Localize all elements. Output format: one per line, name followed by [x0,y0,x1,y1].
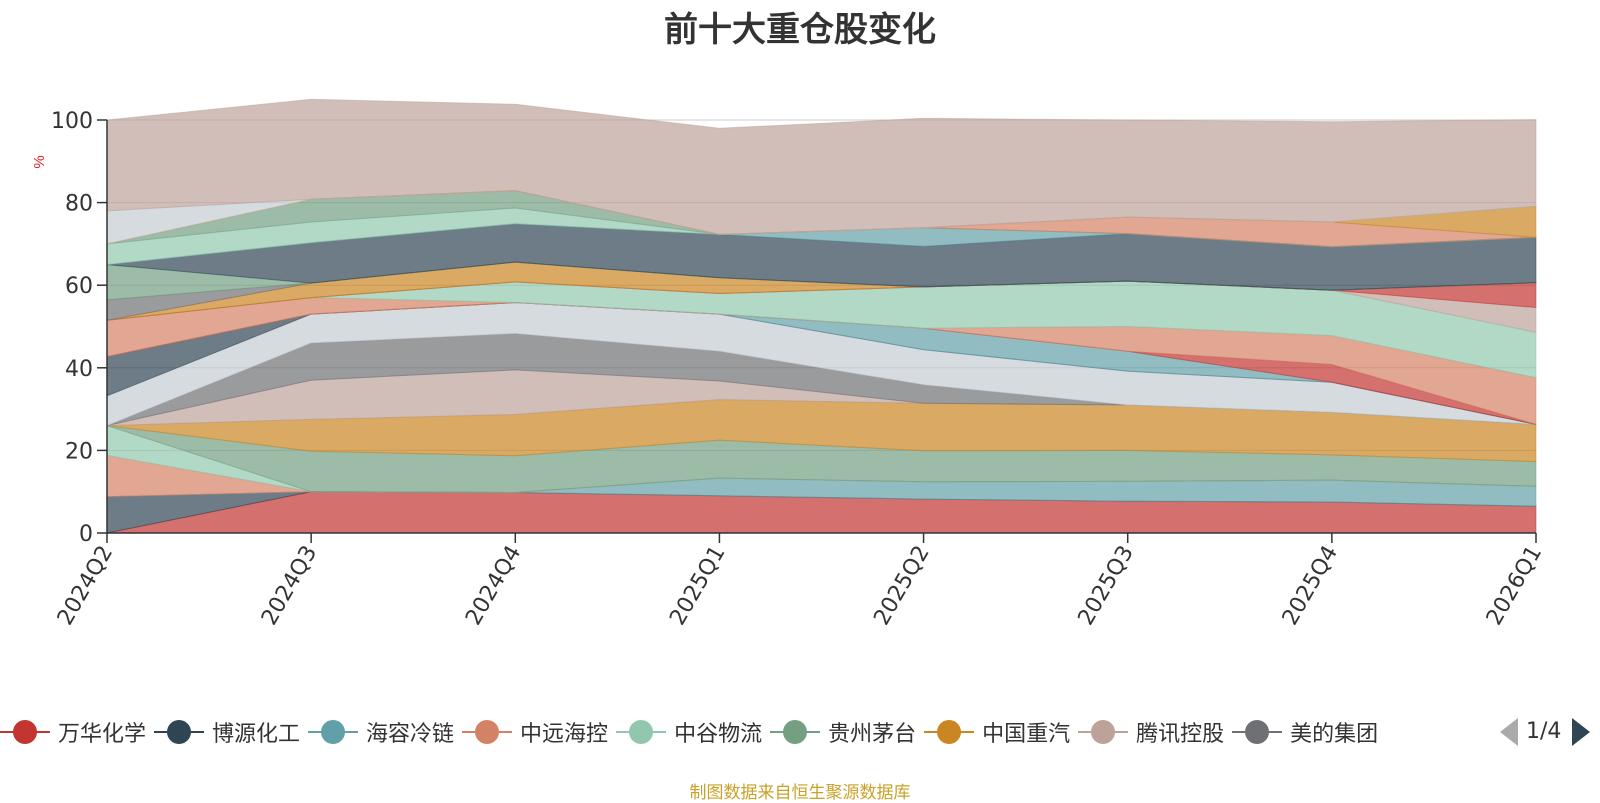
legend-items: 万华化学 博源化工 海容冷链 中远海控 中谷物流 贵州茅台 中国重汽 腾讯控股 美的集团 [0,712,1480,752]
area-series-group [106,98,1537,534]
legend-swatch-icon [1078,720,1129,744]
legend-item[interactable]: 海容冷链 [308,712,454,752]
legend-item[interactable]: 博源化工 [154,712,300,752]
legend-swatch-icon [924,720,975,744]
y-tick-label: 0 [79,522,93,547]
x-tick-label: 2024Q3 [257,542,322,630]
legend-swatch-icon [770,720,821,744]
legend-swatch-icon [308,720,359,744]
legend-label: 中远海控 [520,722,609,747]
legend-swatch-icon [1232,720,1283,744]
legend-item[interactable]: 美的集团 [1232,712,1378,752]
x-tick-label: 2025Q4 [1278,542,1343,630]
area-series-28 [106,98,1537,235]
legend-label: 博源化工 [212,722,301,747]
legend-item[interactable]: 中国重汽 [924,712,1070,752]
chart-title: 前十大重仓股变化 [664,11,936,49]
stacked-area-chart: 0 20 40 60 80 100 2024Q2 2024Q3 2024Q4 2025Q1 2025… [31,98,1547,630]
legend-swatch-icon [462,720,513,744]
legend-label: 海容冷链 [366,722,455,747]
x-tick-label: 2026Q1 [1482,542,1547,630]
legend-prev-page-icon[interactable] [1500,718,1518,746]
legend-swatch-icon [0,720,50,744]
x-tick-label: 2025Q2 [869,542,934,630]
legend-next-page-icon[interactable] [1572,718,1590,746]
y-axis-label: % [31,155,48,168]
legend-pager: 1/4 [1490,712,1600,752]
x-tick-label: 2025Q1 [665,542,730,630]
x-tick-label: 2025Q3 [1074,542,1139,630]
source-note: 制图数据来自恒生聚源数据库 [689,783,911,803]
legend-page-indicator: 1/4 [1526,719,1562,744]
legend: 万华化学 博源化工 海容冷链 中远海控 中谷物流 贵州茅台 中国重汽 腾讯控股 美的集团 1/4 [0,712,1600,752]
y-tick-label: 60 [65,274,93,299]
legend-swatch-icon [154,720,205,744]
legend-item[interactable]: 万华化学 [0,712,146,752]
y-tick-label: 40 [65,357,93,382]
legend-item[interactable]: 贵州茅台 [770,712,916,752]
legend-label: 中谷物流 [674,722,763,747]
legend-item[interactable]: 中远海控 [462,712,608,752]
y-tick-label: 80 [65,192,93,217]
legend-item[interactable]: 中谷物流 [616,712,762,752]
y-tick-label: 20 [65,439,93,464]
legend-label: 腾讯控股 [1136,722,1225,747]
legend-item[interactable]: 腾讯控股 [1078,712,1224,752]
legend-label: 万华化学 [58,722,147,747]
x-tick-label: 2024Q2 [53,542,118,630]
legend-label: 贵州茅台 [828,722,917,747]
legend-label: 美的集团 [1290,722,1379,747]
x-tick-label: 2024Q4 [461,542,526,630]
legend-label: 中国重汽 [982,722,1071,747]
y-tick-label: 100 [51,109,93,134]
legend-swatch-icon [616,720,667,744]
